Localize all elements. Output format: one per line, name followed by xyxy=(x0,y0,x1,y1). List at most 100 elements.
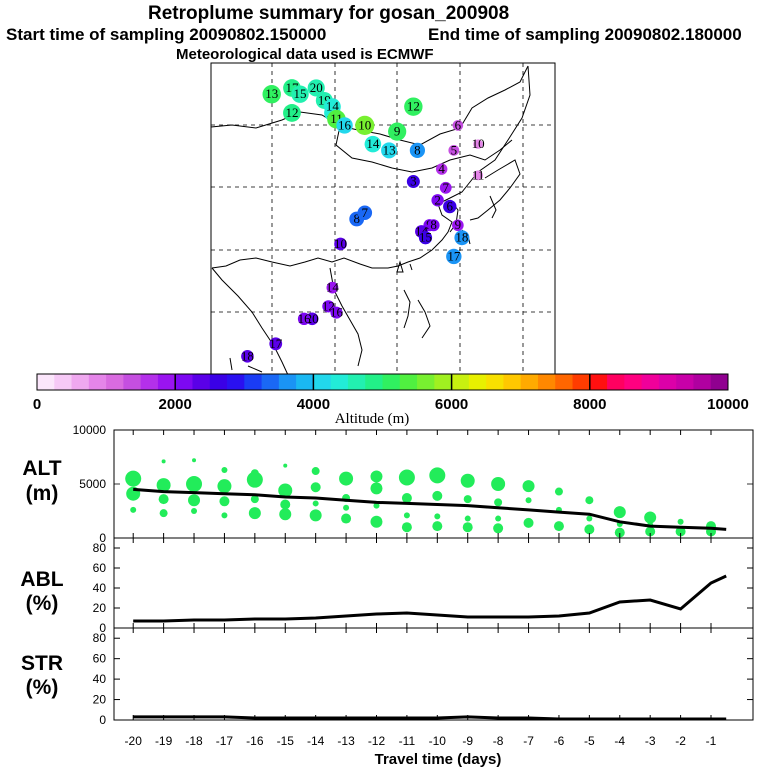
abl-ylabel-unit: (%) xyxy=(26,592,59,615)
abl-tick-label: 0 xyxy=(99,621,106,635)
colorbar-cell xyxy=(658,374,677,390)
x-tick-label: -9 xyxy=(462,734,473,748)
map-plume-point xyxy=(355,115,375,135)
map-point-label: 3 xyxy=(410,174,417,189)
alt-point xyxy=(522,480,535,493)
alt-point xyxy=(250,495,259,504)
map-plume-point xyxy=(307,79,325,97)
map-plume-point xyxy=(336,117,353,134)
map-plume-point xyxy=(473,139,483,149)
abl-line xyxy=(133,574,727,623)
colorbar-tick-label: 10000 xyxy=(707,396,749,413)
alt-point xyxy=(553,521,564,532)
map-point-label: 14 xyxy=(326,280,340,295)
alt-point xyxy=(432,521,443,532)
abl-tick-label: 60 xyxy=(93,561,107,575)
colorbar-cell xyxy=(296,374,314,390)
map-point-label: 10 xyxy=(472,136,485,151)
abl-ylabel-top: ABL xyxy=(20,568,63,591)
alt-point xyxy=(675,526,686,537)
alt-point xyxy=(434,513,441,520)
x-tick-label: -18 xyxy=(185,734,203,748)
alt-point xyxy=(278,483,293,498)
colorbar-cell xyxy=(54,374,73,390)
alt-point xyxy=(310,482,321,493)
colorbar-cell xyxy=(365,374,383,390)
colorbar-cell xyxy=(382,374,401,390)
alt-point xyxy=(644,511,657,524)
abl-tick-label: 20 xyxy=(93,601,107,615)
alt-point xyxy=(159,509,168,518)
colorbar-cell xyxy=(244,374,263,390)
map-plume-point xyxy=(404,97,423,116)
map-point-label: 4 xyxy=(438,161,445,176)
x-tick-label: -8 xyxy=(493,734,504,748)
colorbar-cell xyxy=(123,374,142,390)
map-point-label: 10 xyxy=(358,117,371,132)
colorbar-cell xyxy=(468,374,487,390)
map-plume-point xyxy=(326,281,339,294)
map-plume-point xyxy=(388,122,407,141)
colorbar-tick-label: 6000 xyxy=(435,396,468,413)
met-data-text: Meteorological data used is ECMWF xyxy=(176,46,434,63)
end-time-text: End time of sampling 20090802.180000 xyxy=(428,25,742,44)
colorbar-label: Altitude (m) xyxy=(335,411,410,427)
alt-point xyxy=(429,467,446,484)
alt-point xyxy=(614,527,625,538)
colorbar-cell xyxy=(37,374,55,390)
start-time-text: Start time of sampling 20090802.150000 xyxy=(6,25,327,44)
map-plume-point xyxy=(283,104,301,122)
colorbar-cell xyxy=(71,374,90,390)
x-tick-label: -15 xyxy=(277,734,295,748)
alt-point xyxy=(279,508,292,521)
alt-point xyxy=(460,473,475,488)
colorbar-cell xyxy=(451,374,470,390)
map-point-label: 8 xyxy=(414,142,421,157)
alt-point xyxy=(246,471,263,488)
alt-point xyxy=(677,518,684,525)
map-point-label: 13 xyxy=(383,142,396,157)
alt-ylabel-unit: (m) xyxy=(26,482,59,505)
map-point-label: 14 xyxy=(366,136,380,151)
colorbar-cell xyxy=(555,374,574,390)
map-plume-point xyxy=(431,194,444,207)
map-plume-point xyxy=(439,181,452,194)
alt-point xyxy=(401,493,412,504)
x-tick-label: -20 xyxy=(125,734,143,748)
alt-point xyxy=(398,469,415,486)
coastlines xyxy=(210,65,531,376)
alt-point xyxy=(280,499,291,510)
map-plume-point xyxy=(427,219,440,232)
alt-point xyxy=(585,496,594,505)
map-plume-point xyxy=(418,231,433,245)
map-point-label: 17 xyxy=(447,248,461,263)
map-point-label: 5 xyxy=(451,142,458,157)
alt-tick-label: 10000 xyxy=(73,423,107,437)
alt-point xyxy=(219,496,230,507)
colorbar-tick-label: 4000 xyxy=(297,396,330,413)
map-plume-point xyxy=(452,219,464,232)
alt-ylabel-top: ALT xyxy=(22,457,61,480)
map-plume-point xyxy=(448,144,460,156)
map-point-label: 20 xyxy=(310,80,323,95)
map-frame xyxy=(210,62,556,376)
colorbar-cell xyxy=(710,374,729,390)
alt-point xyxy=(523,517,534,528)
map-point-label: 2 xyxy=(434,192,441,207)
map-plume-point xyxy=(381,142,398,159)
colorbar-cell xyxy=(209,374,228,390)
map-plume-point xyxy=(406,175,420,189)
abl-tick-label: 80 xyxy=(93,541,107,555)
colorbar-cell xyxy=(676,374,694,390)
str-tick-label: 40 xyxy=(93,672,107,686)
colorbar-cell xyxy=(434,374,453,390)
colorbar-cell xyxy=(278,374,297,390)
map-plume-point xyxy=(364,135,382,153)
map-plume-point xyxy=(291,85,309,103)
map-plume-point xyxy=(473,170,484,181)
colorbar-cell xyxy=(227,374,245,390)
alt-point xyxy=(311,467,320,476)
map-plume-point xyxy=(269,337,283,351)
map-point-label: 9 xyxy=(455,217,462,232)
